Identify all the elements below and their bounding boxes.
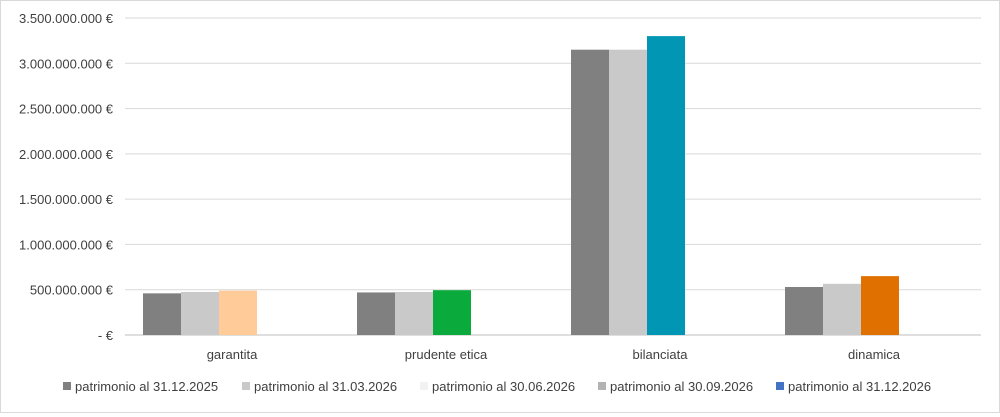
bars: [143, 36, 899, 335]
legend-label: patrimonio al 31.12.2026: [788, 379, 931, 394]
y-tick-label: 500.000.000 €: [30, 283, 114, 298]
gridlines: [125, 17, 981, 336]
bar-prudente-etica-series-1: [357, 292, 395, 335]
bar-prudente-etica-series-2: [395, 291, 433, 335]
bar-bilanciata-series-3: [647, 36, 685, 335]
y-tick-label: 1.000.000.000 €: [19, 237, 114, 252]
bar-garantita-series-2: [181, 291, 219, 335]
legend-label: patrimonio al 31.12.2025: [75, 379, 218, 394]
legend-swatch: [63, 382, 71, 390]
y-tick-label: - €: [98, 328, 114, 343]
legend-swatch: [242, 382, 250, 390]
legend: patrimonio al 31.12.2025 patrimonio al 31…: [63, 379, 931, 394]
bar-bilanciata-series-2: [609, 49, 647, 335]
y-tick-label: 3.000.000.000 €: [19, 56, 114, 71]
legend-label: patrimonio al 30.09.2026: [610, 379, 753, 394]
x-tick-label: bilanciata: [633, 347, 689, 362]
x-tick-label: prudente etica: [405, 347, 488, 362]
x-axis-ticks: garantita prudente etica bilanciata dinamic…: [207, 347, 901, 362]
y-tick-label: 1.500.000.000 €: [19, 192, 114, 207]
legend-label: patrimonio al 30.06.2026: [432, 379, 575, 394]
bar-garantita-series-1: [143, 293, 181, 335]
bar-bilanciata-series-1: [571, 49, 609, 335]
legend-swatch: [420, 382, 428, 390]
y-axis-ticks: - € 500.000.000 € 1.000.000.000 € 1.500.000…: [19, 11, 114, 343]
bar-garantita-series-3: [219, 290, 257, 335]
y-tick-label: 2.000.000.000 €: [19, 147, 114, 162]
y-tick-label: 3.500.000.000 €: [19, 11, 114, 26]
bar-dinamica-series-3: [861, 276, 899, 335]
bar-prudente-etica-series-3: [433, 290, 471, 335]
legend-swatch: [776, 382, 784, 390]
bar-dinamica-series-1: [785, 286, 823, 335]
legend-swatch: [598, 382, 606, 390]
bar-dinamica-series-2: [823, 283, 861, 335]
x-tick-label: garantita: [207, 347, 258, 362]
legend-label: patrimonio al 31.03.2026: [254, 379, 397, 394]
x-tick-label: dinamica: [848, 347, 901, 362]
y-tick-label: 2.500.000.000 €: [19, 102, 114, 117]
